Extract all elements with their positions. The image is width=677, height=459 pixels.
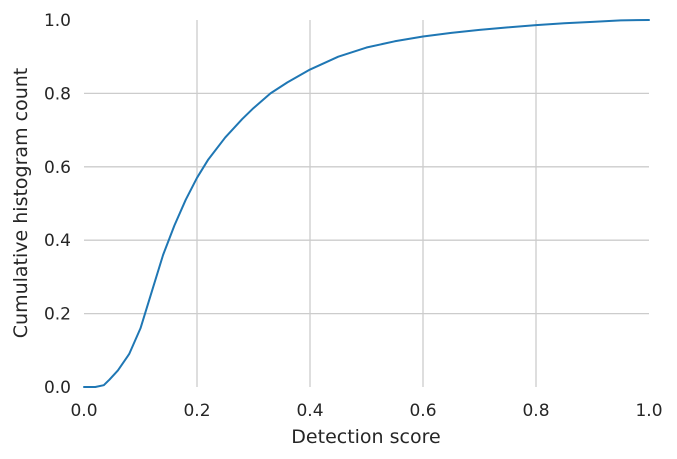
x-tick-label: 0.8 [522, 401, 549, 421]
x-tick-label: 1.0 [635, 401, 662, 421]
y-axis-label: Cumulative histogram count [10, 68, 32, 338]
y-tick-label: 0.4 [44, 231, 71, 251]
y-tick-label: 0.2 [44, 305, 71, 325]
cumulative-curve-line [83, 19, 650, 388]
x-tick-label: 0.6 [409, 401, 436, 421]
series-group [83, 19, 650, 388]
y-tick-label: 1.0 [44, 11, 71, 31]
x-axis-label: Detection score [291, 426, 440, 448]
y-tick-labels: 0.0 0.2 0.4 0.6 0.8 1.0 [44, 11, 71, 398]
grid [84, 20, 649, 387]
x-tick-label: 0.4 [296, 401, 323, 421]
y-tick-label: 0.8 [44, 84, 71, 104]
x-tick-labels: 0.0 0.2 0.4 0.6 0.8 1.0 [70, 401, 662, 421]
x-tick-label: 0.2 [183, 401, 210, 421]
y-tick-label: 0.0 [44, 378, 71, 398]
y-tick-label: 0.6 [44, 158, 71, 178]
x-tick-label: 0.0 [70, 401, 97, 421]
